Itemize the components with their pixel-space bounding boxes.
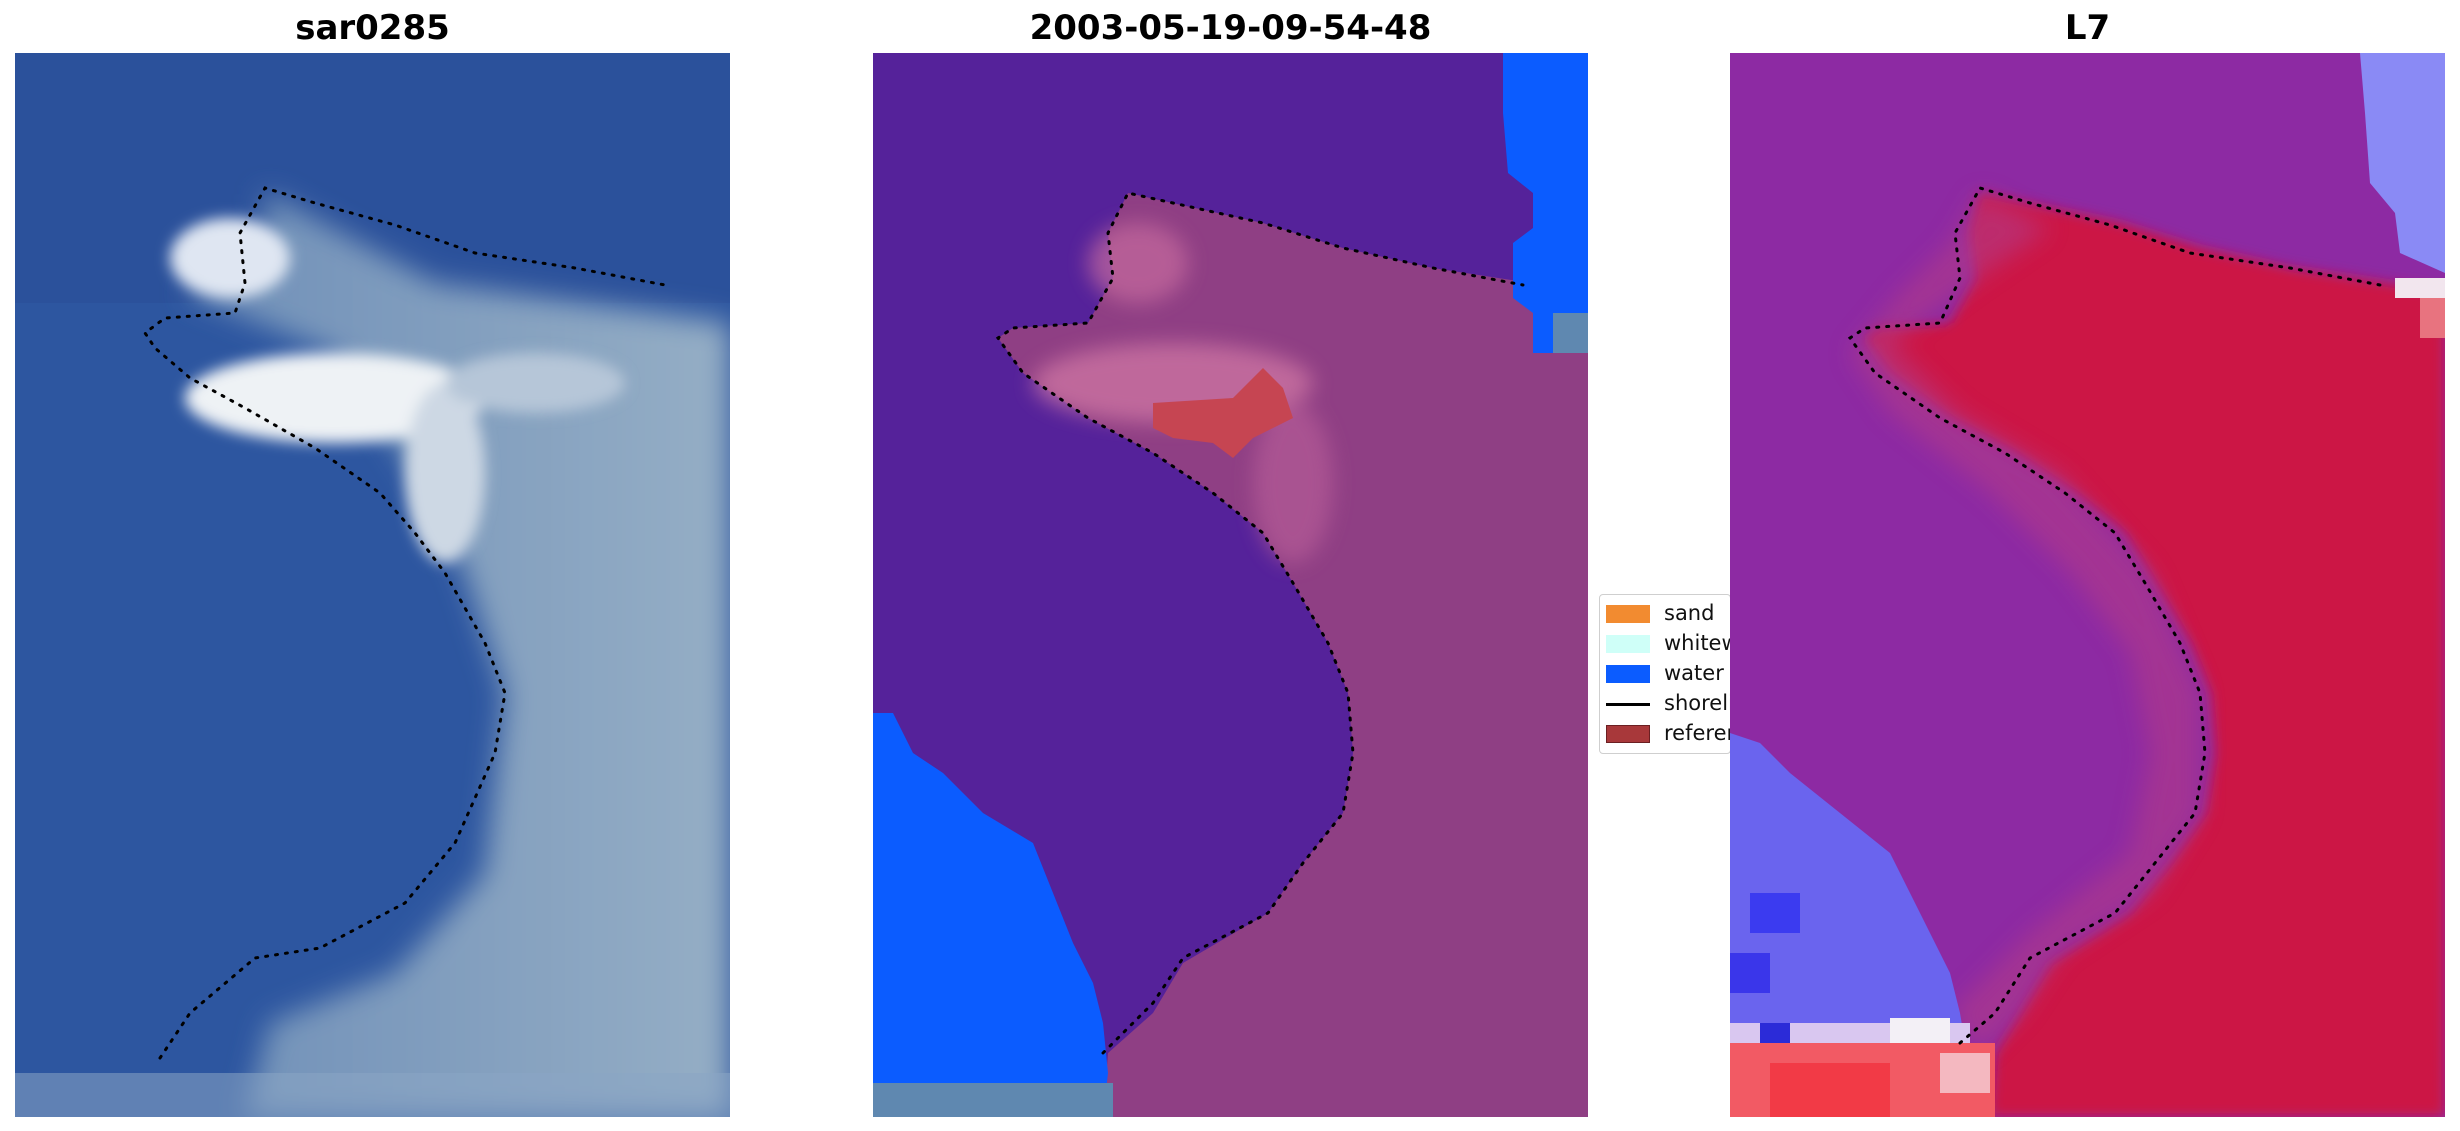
index-shoreline (1847, 186, 2382, 1045)
legend-swatch-reference-shoreline (1606, 725, 1650, 743)
panel-title-classification: 2003-05-19-09-54-48 (1029, 8, 1432, 48)
legend-swatch-water (1606, 665, 1650, 683)
legend-swatch-sand (1606, 605, 1650, 623)
index-image-panel (1730, 53, 2445, 1117)
legend-swatch-whitewater (1606, 635, 1650, 653)
panel-title-index: L7 (2064, 8, 2111, 48)
panel-title-rgb: sar0285 (295, 8, 450, 48)
legend-label-shoreline: shoreline (1664, 691, 1730, 715)
legend-item-shoreline: shoreline (1600, 689, 1730, 719)
rgb-image-panel (15, 53, 730, 1117)
classification-image (873, 53, 1588, 1117)
legend-line-shoreline (1606, 703, 1650, 706)
index-image (1730, 53, 2445, 1117)
legend-label-water: water (1664, 661, 1724, 685)
classification-image-panel (873, 53, 1588, 1117)
legend-label-sand: sand (1664, 601, 1715, 625)
legend-item-water: water (1600, 659, 1730, 689)
legend-item-reference-shoreline: reference shoreline (1600, 719, 1730, 749)
rgb-satellite-image (15, 53, 730, 1117)
classification-shoreline (995, 191, 1525, 1055)
legend-item-sand: sand (1600, 599, 1730, 629)
legend-label-reference-shoreline: reference shoreline (1664, 721, 1730, 745)
